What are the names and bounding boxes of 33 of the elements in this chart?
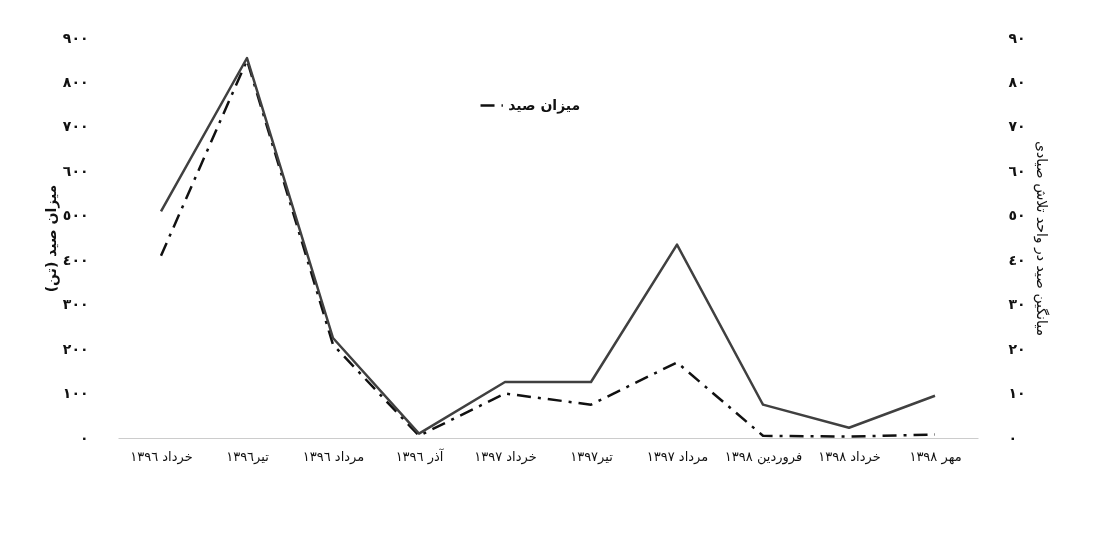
y2-tick-label: ٤٠ <box>1008 251 1026 268</box>
y2-tick-label: ٩٠ <box>1008 29 1026 46</box>
x-tick-label: خرداد ١٣٩٧ <box>474 448 537 465</box>
y-tick-label: ١٠٠ <box>62 385 89 402</box>
x-tick-label: مهر ١٣٩٨ <box>909 448 962 465</box>
x-tick-label: تیر١٣٩٦ <box>226 448 270 465</box>
y-tick-label: ٦٠٠ <box>62 162 89 179</box>
y-tick-label: ٩٠٠ <box>62 29 89 46</box>
y-tick-label: ٥٠٠ <box>62 207 89 224</box>
y2-tick-label: ٧٠ <box>1008 118 1026 135</box>
x-tick-label: مرداد ١٣٩٧ <box>646 448 709 465</box>
y-tick-label: ٧٠٠ <box>62 118 89 135</box>
y-tick-label: ٣٠٠ <box>62 296 89 313</box>
x-tick-label: آذر ١٣٩٦ <box>395 447 445 465</box>
y2-tick-label: ٥٠ <box>1008 207 1026 224</box>
y2-tick-label: ٢٠ <box>1008 340 1026 357</box>
y-tick-label: ٨٠٠ <box>62 73 89 90</box>
y-axis-title: میزان صید (تن) <box>42 184 60 293</box>
x-tick-label: خرداد ١٣٩٦ <box>130 448 193 465</box>
y2-tick-label: ١٠ <box>1008 385 1026 402</box>
y2-tick-label: ٨٠ <box>1008 73 1026 90</box>
x-tick-label: خرداد ١٣٩٨ <box>818 448 881 465</box>
y-tick-label: ٢٠٠ <box>62 340 89 357</box>
y-tick-label: ٤٠٠ <box>62 251 89 268</box>
y2-tick-label: ٠ <box>1008 429 1018 446</box>
y-tick-label: ٠ <box>79 429 89 446</box>
x-tick-label: تیر١٣٩٧ <box>570 448 614 465</box>
y2-tick-label: ٦٠ <box>1008 162 1026 179</box>
y2-tick-label: ٣٠ <box>1008 296 1026 313</box>
x-tick-label: مرداد ١٣٩٦ <box>302 448 365 465</box>
x-tick-label: فروردین ١٣٩٨ <box>724 448 803 465</box>
y2-axis-title: میانگین صید در واحد تلاش صیادی <box>1032 141 1050 336</box>
legend-label: میزان صید <box>508 96 581 114</box>
